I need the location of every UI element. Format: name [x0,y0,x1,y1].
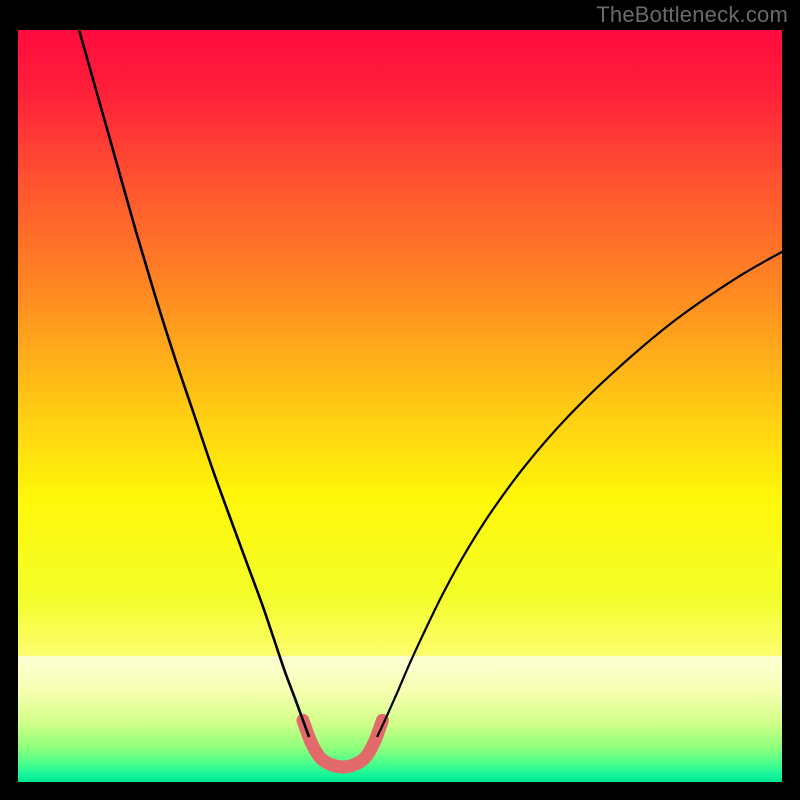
plot-area [18,30,782,782]
bottleneck-chart [18,30,782,782]
canvas: TheBottleneck.com [0,0,800,800]
watermark-text: TheBottleneck.com [596,2,788,28]
gradient-background [18,30,782,782]
